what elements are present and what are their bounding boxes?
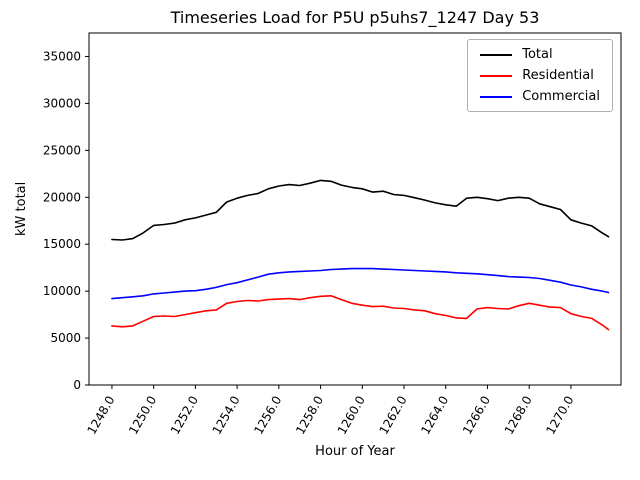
svg-text:1260.0: 1260.0 bbox=[335, 394, 368, 437]
svg-text:1250.0: 1250.0 bbox=[126, 394, 159, 437]
legend-label-total: Total bbox=[522, 47, 553, 62]
svg-text:1264.0: 1264.0 bbox=[418, 394, 451, 437]
svg-text:0: 0 bbox=[73, 378, 81, 392]
legend: Total Residential Commercial bbox=[467, 39, 613, 112]
svg-text:30000: 30000 bbox=[43, 96, 81, 110]
svg-text:1256.0: 1256.0 bbox=[251, 394, 284, 437]
legend-label-residential: Residential bbox=[522, 68, 594, 83]
svg-text:35000: 35000 bbox=[43, 49, 81, 63]
svg-text:1248.0: 1248.0 bbox=[84, 394, 117, 437]
svg-text:1252.0: 1252.0 bbox=[168, 394, 201, 437]
legend-label-commercial: Commercial bbox=[522, 89, 600, 104]
svg-text:1268.0: 1268.0 bbox=[502, 394, 535, 437]
legend-item-residential: Residential bbox=[480, 69, 600, 82]
svg-text:1270.0: 1270.0 bbox=[543, 394, 576, 437]
svg-text:5000: 5000 bbox=[50, 331, 81, 345]
x-axis-label: Hour of Year bbox=[315, 444, 395, 459]
svg-text:1266.0: 1266.0 bbox=[460, 393, 493, 436]
residential-line-swatch-icon bbox=[480, 74, 513, 77]
svg-text:1254.0: 1254.0 bbox=[210, 394, 243, 437]
legend-item-total: Total bbox=[480, 48, 600, 61]
legend-item-commercial: Commercial bbox=[480, 90, 600, 103]
chart-title: Timeseries Load for P5U p5uhs7_1247 Day … bbox=[170, 8, 540, 27]
svg-text:15000: 15000 bbox=[43, 237, 81, 251]
svg-text:1258.0: 1258.0 bbox=[293, 394, 326, 437]
svg-text:25000: 25000 bbox=[43, 143, 81, 157]
svg-text:1262.0: 1262.0 bbox=[377, 394, 410, 437]
svg-text:20000: 20000 bbox=[43, 190, 81, 204]
commercial-line-swatch-icon bbox=[480, 95, 513, 98]
total-line-swatch-icon bbox=[480, 53, 513, 56]
svg-text:10000: 10000 bbox=[43, 284, 81, 298]
